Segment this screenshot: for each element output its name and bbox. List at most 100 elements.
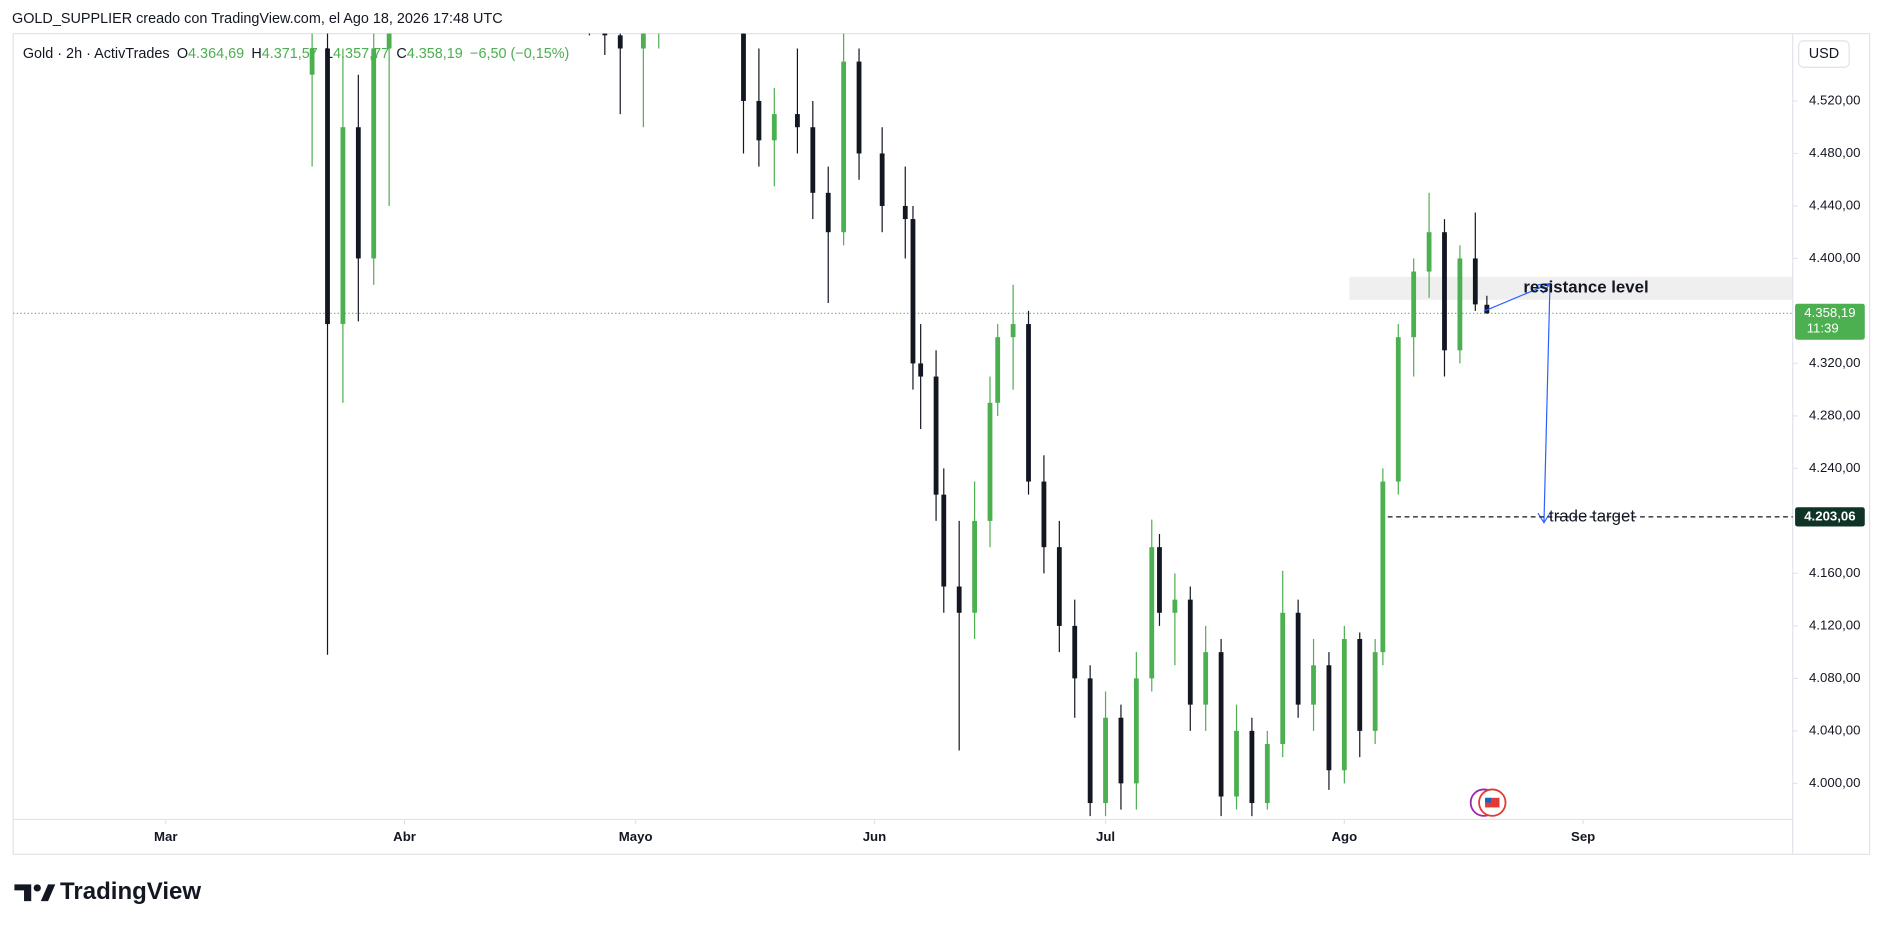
candle-body — [1087, 678, 1093, 804]
candle-body — [371, 48, 377, 259]
candle-body — [325, 48, 330, 325]
chart-frame — [12, 33, 1871, 855]
candle-body — [1203, 652, 1209, 705]
legend-open: 4.364,69 — [188, 46, 244, 62]
candle-body — [617, 35, 623, 49]
y-tick-label: 4.120,00 — [1809, 617, 1860, 632]
candle-body — [902, 205, 908, 220]
candle-body — [1234, 730, 1239, 797]
target-price-label: 4.203,06 — [1804, 508, 1855, 523]
candle-body — [1172, 599, 1178, 613]
legend-low: 4.357,77 — [333, 46, 389, 62]
legend-change: −6,50 (−0,15%) — [470, 46, 569, 62]
candle-body — [1442, 232, 1447, 351]
y-tick-label: 4.280,00 — [1809, 407, 1860, 422]
candle-body — [756, 100, 762, 141]
legend-close: 4.358,19 — [407, 46, 463, 62]
countdown-label: 11:39 — [1807, 320, 1839, 335]
flag — [1485, 797, 1500, 808]
candle-body — [1372, 652, 1378, 731]
candle-body — [1472, 258, 1478, 305]
x-tick-label: Jun — [863, 829, 886, 844]
logo-mark — [33, 884, 41, 892]
candle-body — [1010, 324, 1016, 338]
arrow-head — [1537, 282, 1552, 294]
candle-body — [1072, 625, 1078, 679]
candle-body — [1426, 232, 1432, 272]
candle-body — [771, 114, 777, 141]
candle-body — [1484, 304, 1490, 314]
last-price-box — [1795, 303, 1865, 340]
tradingview-logo: TradingView — [14, 878, 201, 905]
y-tick-label: 4.440,00 — [1809, 197, 1860, 212]
candle-body — [1457, 258, 1463, 351]
candle-body — [355, 127, 361, 259]
candle-body — [1133, 678, 1139, 784]
target-box — [1795, 507, 1865, 527]
candle-body — [602, 33, 608, 36]
candle-body — [340, 127, 346, 325]
candle-body — [933, 376, 939, 495]
candle-body — [841, 61, 847, 233]
candle-body — [825, 192, 831, 233]
x-tick-label: Abr — [393, 829, 416, 844]
flag-icon — [1469, 788, 1507, 817]
flag — [1485, 797, 1492, 803]
currency-button[interactable] — [1798, 40, 1850, 68]
legend-l-label: L — [325, 46, 333, 62]
last-price-label: 4.358,19 — [1804, 305, 1855, 320]
currency[interactable]: USD — [1809, 46, 1839, 62]
candle-body — [1149, 547, 1155, 679]
candle-body — [1157, 547, 1162, 613]
legend: Gold · 2h · ActivTrades O4.364,69 H4.371,5… — [23, 46, 570, 62]
y-tick-label: 4.040,00 — [1809, 722, 1860, 737]
candle-body — [1118, 717, 1124, 784]
legend-o-label: O — [177, 46, 188, 62]
header-title: GOLD_SUPPLIER creado con TradingView.com… — [12, 11, 503, 27]
candle-body — [1341, 639, 1347, 771]
y-tick-label: 4.160,00 — [1809, 565, 1860, 580]
y-tick-label: 4.240,00 — [1809, 460, 1860, 475]
x-tick-label: Sep — [1571, 829, 1595, 844]
candle-body — [995, 337, 1001, 403]
candle-body — [1380, 481, 1386, 653]
candle-body — [1026, 324, 1031, 482]
candle-body — [879, 153, 885, 206]
candle-body — [1056, 547, 1062, 626]
candle-body — [1041, 481, 1047, 548]
candle-body — [1395, 337, 1401, 482]
arrow-head — [1537, 512, 1551, 524]
y-tick-label: 4.320,00 — [1809, 355, 1860, 370]
candle-body — [1264, 743, 1270, 804]
candle-body — [1218, 652, 1224, 797]
candle-body — [1187, 599, 1193, 705]
candle-body — [941, 494, 947, 587]
y-tick-label: 4.520,00 — [1809, 92, 1860, 107]
y-tick-label: 4.400,00 — [1809, 250, 1860, 265]
x-tick-label: Mayo — [619, 829, 653, 844]
candle-body — [1357, 639, 1363, 731]
arrow-drawing — [1483, 282, 1551, 523]
candle-body — [810, 127, 816, 193]
y-tick-label: 4.000,00 — [1809, 775, 1860, 790]
candle-body — [910, 219, 916, 364]
legend-symbol: Gold · 2h · ActivTrades — [23, 46, 170, 62]
legend-c-label: C — [396, 46, 406, 62]
candle-body — [956, 586, 962, 613]
logo-mark — [14, 884, 32, 902]
x-tick-label: Mar — [154, 829, 177, 844]
candle-body — [972, 520, 977, 613]
x-tick-label: Jul — [1096, 829, 1115, 844]
y-tick-label: 4.080,00 — [1809, 670, 1860, 685]
candle-body — [1326, 665, 1332, 771]
candle-body — [1249, 730, 1255, 804]
candle-body — [1103, 717, 1108, 804]
candle-body — [656, 0, 661, 22]
candle-body — [587, 0, 592, 9]
candle-body — [741, 33, 746, 101]
y-tick-label: 4.480,00 — [1809, 145, 1860, 160]
legend-high: 4.371,57 — [262, 46, 318, 62]
candle-body — [386, 33, 392, 49]
